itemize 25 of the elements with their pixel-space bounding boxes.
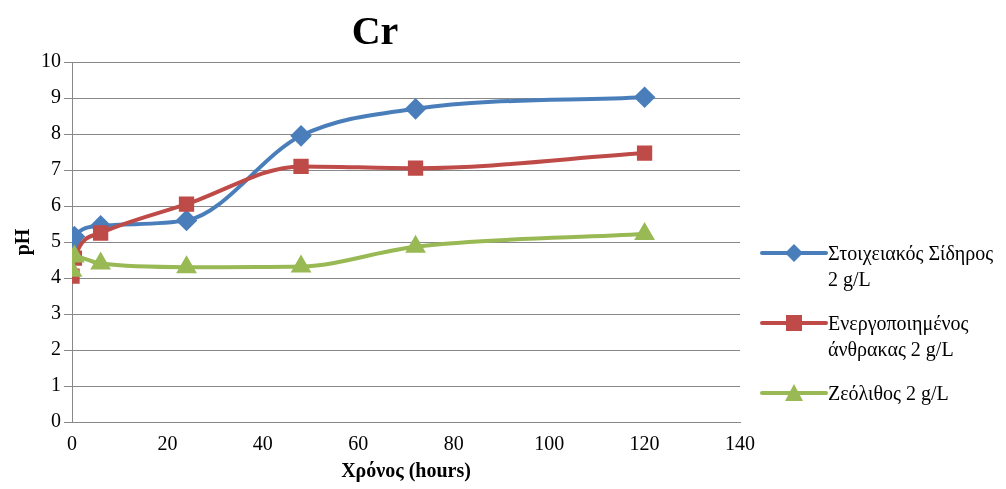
- x-tick-label: 20: [157, 432, 178, 455]
- y-tick-label: 8: [51, 121, 61, 144]
- x-tick-label: 120: [629, 432, 660, 455]
- chart-title: Cr: [351, 8, 399, 54]
- y-tick-label: 7: [51, 157, 61, 180]
- legend-label: Ζεόλιθος 2 g/L: [828, 381, 949, 406]
- x-tick-label: 80: [443, 432, 464, 455]
- y-tick-label: 0: [51, 409, 61, 432]
- x-tick-label: 40: [252, 432, 273, 455]
- legend-label: Στοιχειακός Σίδηρος 2 g/L: [828, 241, 995, 292]
- x-tick-label: 60: [348, 432, 369, 455]
- x-tick-label: 140: [725, 432, 755, 455]
- x-axis-title: Χρόνος (hours): [341, 459, 471, 483]
- legend-label: Ενεργοποιημένος άνθρακας 2 g/L: [828, 311, 970, 362]
- y-tick-label: 3: [51, 301, 61, 324]
- y-tick-label: 1: [51, 373, 61, 396]
- y-tick-label: 9: [51, 85, 61, 108]
- y-tick-label: 6: [51, 193, 61, 216]
- y-tick-label: 10: [41, 49, 61, 72]
- y-axis-title: pH: [11, 228, 35, 256]
- x-tick-label: 100: [534, 432, 565, 455]
- y-tick-label: 2: [51, 337, 61, 360]
- y-tick-label: 4: [51, 265, 61, 288]
- x-tick-label: 0: [67, 432, 77, 455]
- y-tick-label: 5: [51, 229, 61, 252]
